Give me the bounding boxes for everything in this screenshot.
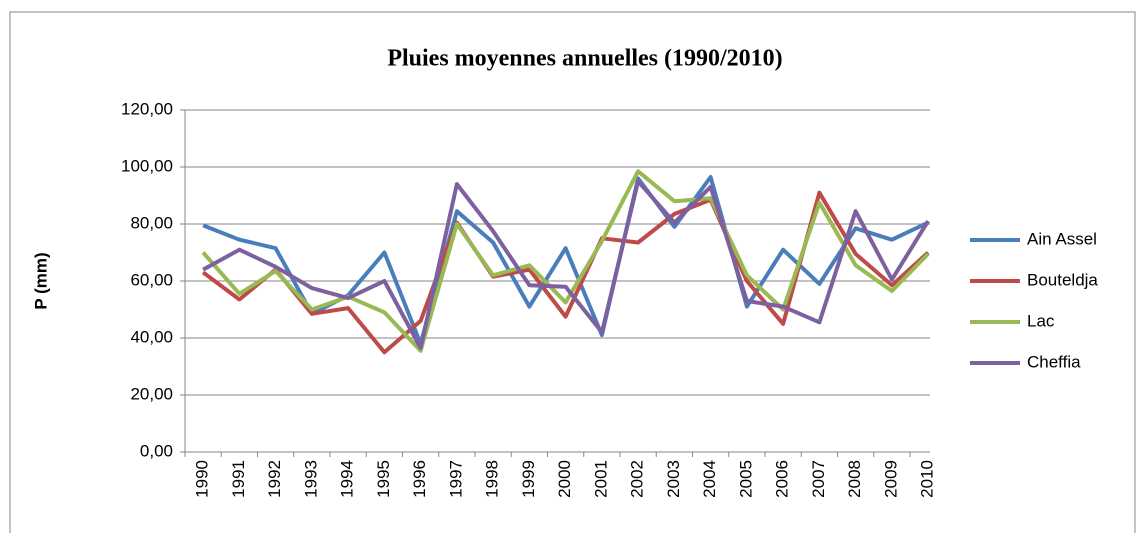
y-tick-label: 100,00 <box>121 156 173 175</box>
y-tick-label: 60,00 <box>130 270 173 289</box>
x-tick-label: 1993 <box>301 460 320 498</box>
x-tick-label: 1997 <box>446 460 465 498</box>
chart-title: Pluies moyennes annuelles (1990/2010) <box>387 46 782 72</box>
x-tick-label: 1995 <box>374 460 393 498</box>
legend-label: Bouteldja <box>1027 270 1098 289</box>
x-tick-label: 2004 <box>700 460 719 498</box>
series-line <box>202 175 929 346</box>
chart-frame <box>9 11 1136 533</box>
y-tick-label: 80,00 <box>130 213 173 232</box>
series-line <box>201 190 930 355</box>
series-line <box>201 169 930 353</box>
x-tick-label: 2002 <box>628 460 647 498</box>
x-tick-label: 2008 <box>845 460 864 498</box>
series-line <box>202 179 930 350</box>
legend-label: Ain Assel <box>1027 229 1097 248</box>
legend-label: Cheffia <box>1027 352 1081 371</box>
y-axis-title: P (mm) <box>31 252 50 309</box>
x-tick-label: 2003 <box>664 460 683 498</box>
x-tick-label: 2009 <box>881 460 900 498</box>
x-tick-label: 1991 <box>229 460 248 498</box>
x-tick-label: 1994 <box>338 460 357 498</box>
x-tick-label: 2010 <box>918 460 937 498</box>
x-tick-label: 1996 <box>410 460 429 498</box>
y-tick-label: 0,00 <box>140 441 173 460</box>
y-tick-label: 20,00 <box>130 384 173 403</box>
x-tick-label: 2006 <box>773 460 792 498</box>
x-tick-label: 1992 <box>265 460 284 498</box>
y-tick-label: 120,00 <box>121 99 173 118</box>
x-tick-label: 2000 <box>555 460 574 498</box>
legend-label: Lac <box>1027 311 1055 330</box>
x-tick-label: 1998 <box>483 460 502 498</box>
x-tick-label: 2005 <box>736 460 755 498</box>
y-tick-label: 40,00 <box>130 327 173 346</box>
x-tick-label: 2007 <box>809 460 828 498</box>
x-tick-label: 1999 <box>519 460 538 498</box>
x-tick-label: 1990 <box>193 460 212 498</box>
x-tick-label: 2001 <box>591 460 610 498</box>
